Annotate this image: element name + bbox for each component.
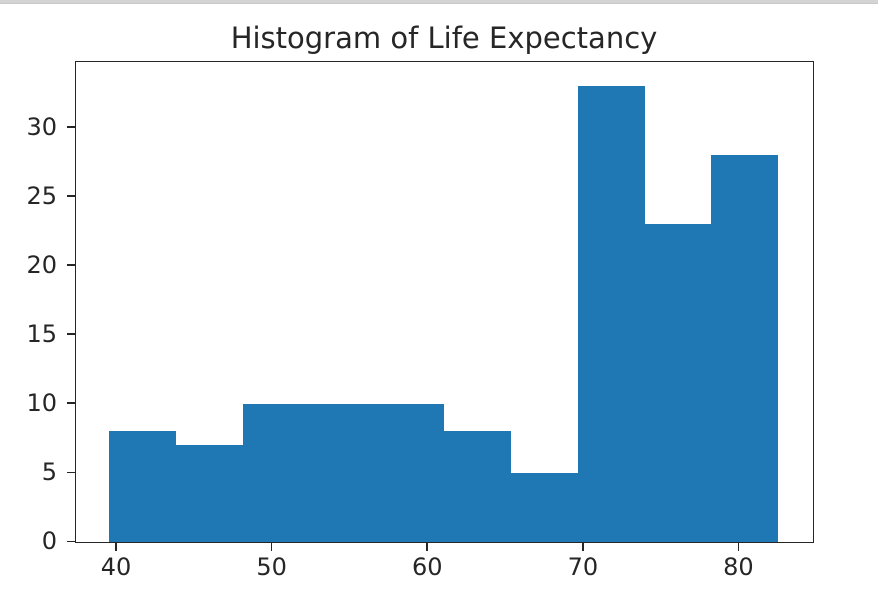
x-tick-label: 70 bbox=[567, 553, 599, 581]
y-tick-mark bbox=[67, 540, 75, 543]
y-tick-mark bbox=[67, 471, 75, 474]
y-tick-label: 10 bbox=[26, 389, 57, 418]
x-tick-mark bbox=[737, 543, 740, 551]
plot-area bbox=[75, 61, 814, 543]
y-tick-label: 25 bbox=[26, 181, 57, 210]
x-tick-label: 60 bbox=[411, 553, 443, 581]
x-tick-mark bbox=[115, 543, 117, 551]
y-tick-label: 15 bbox=[26, 320, 57, 349]
histogram-bar bbox=[443, 431, 511, 542]
window-top-divider bbox=[0, 0, 878, 4]
histogram-bar bbox=[510, 472, 578, 542]
histogram-bar bbox=[109, 431, 177, 542]
x-tick-label: 80 bbox=[723, 553, 754, 581]
y-tick-label: 5 bbox=[41, 458, 57, 487]
histogram-bar bbox=[377, 403, 444, 542]
y-tick-label: 20 bbox=[26, 251, 57, 280]
histogram-bar bbox=[176, 445, 244, 542]
y-tick-mark bbox=[67, 126, 75, 128]
y-tick-mark bbox=[67, 402, 75, 404]
histogram-bar bbox=[711, 155, 779, 542]
histogram-bar bbox=[644, 224, 712, 542]
x-tick-mark bbox=[582, 543, 584, 551]
x-tick-label: 50 bbox=[256, 553, 287, 581]
histogram-bar bbox=[243, 403, 311, 542]
y-tick-mark bbox=[67, 195, 75, 197]
x-tick-mark bbox=[426, 543, 429, 551]
y-tick-mark bbox=[67, 264, 75, 266]
y-tick-mark bbox=[67, 333, 75, 335]
y-tick-label: 0 bbox=[41, 527, 57, 556]
histogram-bar bbox=[310, 403, 377, 542]
x-tick-label: 40 bbox=[100, 553, 132, 581]
histogram-bar bbox=[577, 86, 645, 542]
y-tick-label: 30 bbox=[26, 112, 57, 141]
x-tick-mark bbox=[270, 543, 273, 551]
chart-title: Histogram of Life Expectancy bbox=[230, 21, 658, 55]
